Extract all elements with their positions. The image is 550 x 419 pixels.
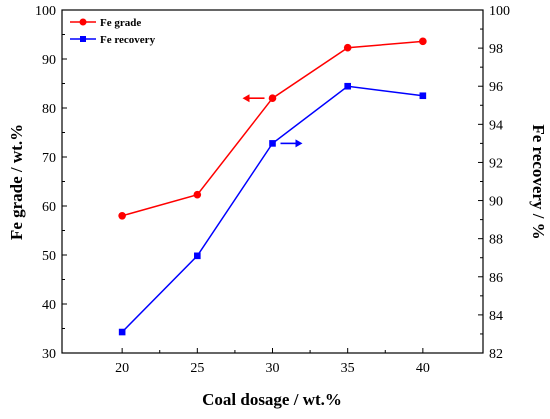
point-fe-grade-25 (193, 190, 202, 199)
y-right-tick-label-86: 86 (489, 271, 503, 286)
y-right-tick-label-88: 88 (489, 233, 503, 248)
point-fe-recovery-40 (419, 92, 427, 100)
x-tick-label-35: 35 (341, 361, 355, 376)
y-left-tick-label-80: 80 (42, 102, 56, 117)
point-fe-recovery-35 (344, 82, 351, 90)
y-left-tick-label-50: 50 (42, 249, 56, 264)
legend: Fe grade Fe recovery (70, 17, 156, 46)
x-tick-label-25: 25 (190, 361, 204, 376)
x-tick-label-30: 30 (266, 361, 280, 376)
annotation-layer (242, 94, 303, 148)
y-right-tick-label-90: 90 (489, 195, 503, 210)
point-fe-recovery-20 (118, 328, 126, 336)
y-right-tick-label-100: 100 (489, 4, 510, 19)
legend-label-fe-recovery: Fe recovery (100, 34, 156, 46)
legend-marker-fe-recovery (80, 36, 86, 42)
legend-label-fe-grade: Fe grade (100, 17, 141, 29)
point-fe-recovery-25 (194, 252, 201, 260)
point-fe-grade-20 (118, 212, 126, 220)
y-axis-left-title: Fe grade / wt.% (7, 124, 26, 240)
y-right-tick-label-98: 98 (489, 42, 503, 57)
legend-marker-fe-grade (79, 18, 87, 26)
series-line-fe-grade (121, 40, 423, 217)
point-fe-grade-30 (268, 94, 277, 102)
series-line-fe-recovery (121, 85, 423, 333)
x-tick-label-20: 20 (115, 361, 129, 376)
y-left-tick-label-60: 60 (42, 200, 56, 215)
arrow-head-left (242, 94, 250, 103)
point-fe-recovery-30 (269, 140, 276, 147)
plot-frame (61, 9, 484, 354)
arrow-head-right (295, 139, 303, 148)
y-right-tick-label-84: 84 (489, 309, 503, 324)
x-axis-title: Coal dosage / wt.% (202, 390, 342, 409)
y-left-tick-label-70: 70 (42, 151, 56, 166)
x-tick-label-40: 40 (416, 361, 430, 376)
point-fe-grade-35 (343, 43, 352, 52)
y-right-tick-label-94: 94 (489, 118, 503, 133)
y-left-tick-label-40: 40 (42, 298, 56, 313)
y-right-tick-label-82: 82 (489, 347, 503, 362)
y-left-tick-label-30: 30 (42, 347, 56, 362)
y-right-tick-label-92: 92 (489, 156, 503, 171)
series-layer (118, 37, 427, 336)
y-left-tick-label-100: 100 (35, 4, 56, 19)
point-fe-grade-40 (419, 37, 427, 46)
y-left-tick-label-90: 90 (42, 53, 56, 68)
y-axis-right-title: Fe recovery / % (529, 124, 548, 239)
y-right-tick-label-96: 96 (489, 80, 503, 95)
ticks-layer: 20 25 30 35 40 30 40 50 60 70 80 90 100 82 84 86 88 90 92 9… (35, 4, 510, 376)
